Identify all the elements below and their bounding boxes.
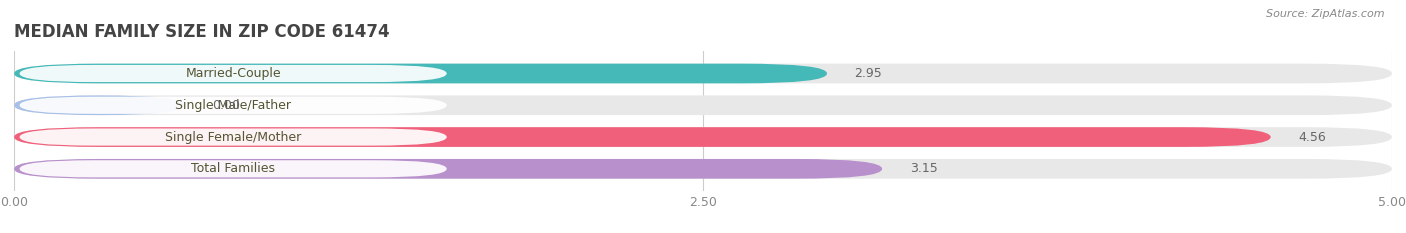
Text: 3.15: 3.15 xyxy=(910,162,938,175)
FancyBboxPatch shape xyxy=(20,160,447,177)
Text: Total Families: Total Families xyxy=(191,162,276,175)
Text: 0.00: 0.00 xyxy=(212,99,240,112)
FancyBboxPatch shape xyxy=(14,96,1392,115)
Text: 2.95: 2.95 xyxy=(855,67,883,80)
FancyBboxPatch shape xyxy=(20,128,447,146)
Text: Married-Couple: Married-Couple xyxy=(186,67,281,80)
FancyBboxPatch shape xyxy=(14,96,186,115)
Text: Single Male/Father: Single Male/Father xyxy=(176,99,291,112)
FancyBboxPatch shape xyxy=(20,65,447,82)
Text: Source: ZipAtlas.com: Source: ZipAtlas.com xyxy=(1267,9,1385,19)
FancyBboxPatch shape xyxy=(14,127,1392,147)
Text: MEDIAN FAMILY SIZE IN ZIP CODE 61474: MEDIAN FAMILY SIZE IN ZIP CODE 61474 xyxy=(14,23,389,41)
FancyBboxPatch shape xyxy=(14,64,827,83)
FancyBboxPatch shape xyxy=(14,64,1392,83)
FancyBboxPatch shape xyxy=(20,97,447,114)
FancyBboxPatch shape xyxy=(14,159,882,179)
Text: Single Female/Mother: Single Female/Mother xyxy=(165,130,301,144)
FancyBboxPatch shape xyxy=(14,127,1271,147)
FancyBboxPatch shape xyxy=(14,159,1392,179)
Text: 4.56: 4.56 xyxy=(1298,130,1326,144)
